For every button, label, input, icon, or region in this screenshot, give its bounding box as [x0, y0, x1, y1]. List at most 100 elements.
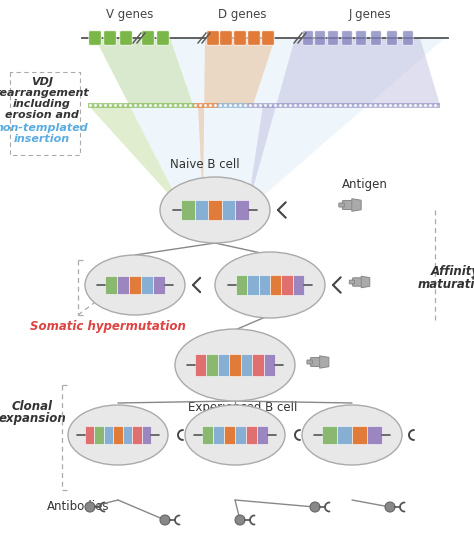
FancyBboxPatch shape — [328, 31, 338, 45]
FancyBboxPatch shape — [234, 31, 246, 45]
FancyBboxPatch shape — [120, 31, 132, 45]
Bar — [248, 102, 440, 107]
Bar — [257, 426, 268, 444]
Bar — [207, 354, 218, 376]
Polygon shape — [361, 276, 370, 288]
Bar — [292, 275, 304, 295]
Bar — [129, 276, 141, 294]
Text: D genes: D genes — [218, 8, 266, 21]
Bar — [104, 426, 113, 444]
Polygon shape — [319, 356, 329, 368]
Bar — [142, 426, 151, 444]
Bar — [352, 426, 367, 444]
Ellipse shape — [215, 252, 325, 318]
Bar — [218, 354, 229, 376]
Text: non-templated: non-templated — [0, 123, 88, 133]
Bar — [337, 426, 352, 444]
FancyBboxPatch shape — [349, 280, 355, 284]
Ellipse shape — [185, 405, 285, 465]
Bar — [105, 276, 117, 294]
Bar — [141, 276, 153, 294]
Bar — [195, 354, 207, 376]
Polygon shape — [95, 38, 445, 210]
Ellipse shape — [175, 329, 295, 401]
Text: insertion: insertion — [14, 134, 70, 144]
Text: Somatic hypermutation: Somatic hypermutation — [30, 320, 186, 333]
Text: Experienced B cell: Experienced B cell — [188, 401, 298, 414]
FancyBboxPatch shape — [310, 358, 321, 366]
FancyBboxPatch shape — [403, 31, 413, 45]
Text: Antibodies: Antibodies — [47, 500, 109, 513]
Ellipse shape — [85, 255, 185, 315]
FancyBboxPatch shape — [248, 31, 260, 45]
Bar — [153, 276, 165, 294]
Bar — [85, 426, 94, 444]
Bar — [123, 426, 132, 444]
Text: rearrangement: rearrangement — [0, 88, 90, 98]
Bar — [236, 200, 249, 220]
Ellipse shape — [68, 405, 168, 465]
FancyBboxPatch shape — [262, 31, 274, 45]
Bar — [264, 354, 275, 376]
Polygon shape — [198, 38, 275, 210]
FancyBboxPatch shape — [353, 278, 363, 286]
Bar — [252, 354, 264, 376]
Bar — [247, 275, 259, 295]
Bar — [132, 426, 142, 444]
Bar — [259, 275, 270, 295]
Text: maturation: maturation — [418, 278, 474, 291]
FancyBboxPatch shape — [342, 31, 352, 45]
Text: expansion: expansion — [0, 412, 66, 425]
Text: Clonal: Clonal — [11, 400, 53, 413]
Bar — [246, 426, 257, 444]
Polygon shape — [88, 38, 193, 210]
Bar — [193, 102, 218, 107]
FancyBboxPatch shape — [315, 31, 325, 45]
Circle shape — [310, 502, 320, 512]
Circle shape — [385, 502, 395, 512]
Ellipse shape — [160, 177, 270, 243]
Bar — [236, 275, 247, 295]
Bar — [113, 426, 123, 444]
FancyBboxPatch shape — [142, 31, 154, 45]
Text: J genes: J genes — [348, 8, 392, 21]
Bar — [235, 426, 246, 444]
FancyBboxPatch shape — [220, 31, 232, 45]
Bar — [218, 102, 248, 107]
Polygon shape — [352, 199, 361, 211]
FancyBboxPatch shape — [157, 31, 169, 45]
FancyBboxPatch shape — [339, 203, 345, 207]
Text: VDJ: VDJ — [31, 77, 53, 87]
Bar — [224, 426, 235, 444]
Text: Affinity: Affinity — [430, 265, 474, 278]
Bar — [241, 354, 252, 376]
Bar — [208, 200, 222, 220]
Text: Antigen: Antigen — [342, 178, 388, 191]
Bar — [181, 200, 195, 220]
Bar — [117, 276, 129, 294]
FancyBboxPatch shape — [307, 360, 312, 364]
Bar — [367, 426, 382, 444]
FancyBboxPatch shape — [104, 31, 116, 45]
Text: erosion and: erosion and — [5, 110, 79, 120]
Bar — [282, 275, 292, 295]
FancyBboxPatch shape — [303, 31, 313, 45]
Bar — [322, 426, 337, 444]
FancyBboxPatch shape — [371, 31, 381, 45]
Bar — [88, 102, 193, 107]
FancyBboxPatch shape — [89, 31, 101, 45]
Circle shape — [85, 502, 95, 512]
Text: Naive B cell: Naive B cell — [170, 158, 240, 171]
FancyBboxPatch shape — [356, 31, 366, 45]
Text: V genes: V genes — [106, 8, 154, 21]
FancyBboxPatch shape — [207, 31, 219, 45]
Bar — [270, 275, 282, 295]
FancyBboxPatch shape — [387, 31, 397, 45]
Bar — [202, 426, 213, 444]
Bar — [195, 200, 208, 220]
Text: including: including — [13, 99, 71, 109]
FancyBboxPatch shape — [342, 201, 353, 209]
Bar — [229, 354, 241, 376]
Circle shape — [235, 515, 245, 525]
Ellipse shape — [302, 405, 402, 465]
